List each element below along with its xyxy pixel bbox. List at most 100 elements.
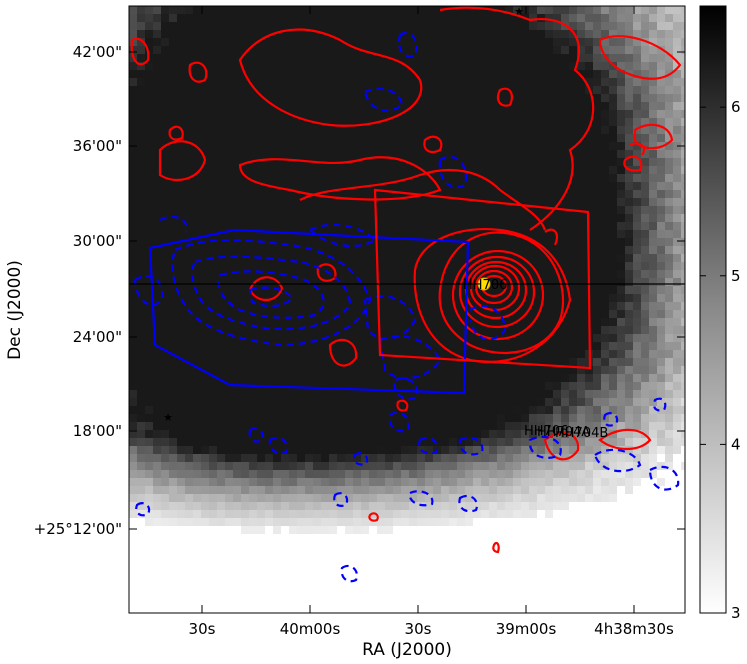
- image-pixel: [449, 182, 457, 190]
- image-pixel: [281, 38, 289, 46]
- image-pixel: [497, 222, 505, 230]
- image-pixel: [153, 294, 161, 302]
- image-pixel: [281, 126, 289, 134]
- image-pixel: [313, 494, 321, 502]
- image-pixel: [289, 14, 297, 22]
- image-pixel: [481, 470, 489, 478]
- image-pixel: [545, 126, 553, 134]
- image-pixel: [409, 262, 417, 270]
- image-pixel: [569, 86, 577, 94]
- image-pixel: [289, 46, 297, 54]
- image-pixel: [433, 366, 441, 374]
- image-pixel: [193, 118, 201, 126]
- image-pixel: [329, 278, 337, 286]
- image-pixel: [553, 102, 561, 110]
- image-pixel: [377, 214, 385, 222]
- image-pixel: [633, 102, 641, 110]
- image-pixel: [553, 62, 561, 70]
- image-pixel: [641, 414, 649, 422]
- image-pixel: [481, 310, 489, 318]
- image-pixel: [545, 22, 553, 30]
- image-pixel: [497, 438, 505, 446]
- image-pixel: [681, 390, 685, 398]
- image-pixel: [185, 398, 193, 406]
- image-pixel: [281, 302, 289, 310]
- image-pixel: [137, 414, 145, 422]
- image-pixel: [609, 70, 617, 78]
- image-pixel: [505, 390, 513, 398]
- image-pixel: [329, 478, 337, 486]
- image-pixel: [425, 286, 433, 294]
- image-pixel: [305, 326, 313, 334]
- image-pixel: [481, 318, 489, 326]
- image-pixel: [225, 78, 233, 86]
- image-pixel: [201, 302, 209, 310]
- image-pixel: [457, 318, 465, 326]
- image-pixel: [425, 78, 433, 86]
- image-pixel: [201, 478, 209, 486]
- image-pixel: [577, 30, 585, 38]
- image-pixel: [377, 502, 385, 510]
- image-pixel: [585, 118, 593, 126]
- image-pixel: [225, 518, 233, 526]
- image-pixel: [313, 22, 321, 30]
- image-pixel: [369, 150, 377, 158]
- image-pixel: [177, 190, 185, 198]
- image-pixel: [337, 182, 345, 190]
- image-pixel: [273, 398, 281, 406]
- image-pixel: [241, 142, 249, 150]
- image-pixel: [393, 54, 401, 62]
- image-pixel: [377, 390, 385, 398]
- image-pixel: [673, 390, 681, 398]
- image-pixel: [345, 126, 353, 134]
- image-pixel: [457, 62, 465, 70]
- image-pixel: [441, 206, 449, 214]
- image-pixel: [313, 414, 321, 422]
- image-pixel: [369, 222, 377, 230]
- image-pixel: [145, 486, 153, 494]
- image-pixel: [281, 454, 289, 462]
- image-pixel: [177, 174, 185, 182]
- image-pixel: [201, 278, 209, 286]
- image-pixel: [505, 422, 513, 430]
- image-pixel: [545, 230, 553, 238]
- image-pixel: [545, 238, 553, 246]
- image-pixel: [329, 342, 337, 350]
- x-axis-title: RA (J2000): [362, 640, 452, 660]
- image-pixel: [561, 438, 569, 446]
- image-pixel: [257, 214, 265, 222]
- image-pixel: [305, 70, 313, 78]
- image-pixel: [433, 222, 441, 230]
- image-pixel: [345, 54, 353, 62]
- image-pixel: [481, 342, 489, 350]
- image-pixel: [145, 78, 153, 86]
- image-pixel: [161, 494, 169, 502]
- image-pixel: [681, 126, 685, 134]
- image-pixel: [353, 494, 361, 502]
- image-pixel: [313, 462, 321, 470]
- image-pixel: [145, 406, 153, 414]
- image-pixel: [625, 390, 633, 398]
- image-pixel: [361, 142, 369, 150]
- image-pixel: [665, 198, 673, 206]
- image-pixel: [241, 406, 249, 414]
- image-pixel: [673, 134, 681, 142]
- image-pixel: [457, 54, 465, 62]
- image-pixel: [329, 390, 337, 398]
- image-pixel: [281, 142, 289, 150]
- image-pixel: [673, 38, 681, 46]
- image-pixel: [361, 318, 369, 326]
- image-pixel: [257, 334, 265, 342]
- image-pixel: [553, 206, 561, 214]
- image-pixel: [633, 246, 641, 254]
- image-pixel: [537, 270, 545, 278]
- image-pixel: [217, 438, 225, 446]
- image-pixel: [377, 494, 385, 502]
- image-pixel: [385, 62, 393, 70]
- image-pixel: [249, 22, 257, 30]
- image-pixel: [665, 190, 673, 198]
- image-pixel: [577, 94, 585, 102]
- image-pixel: [657, 382, 665, 390]
- image-pixel: [321, 14, 329, 22]
- image-pixel: [529, 142, 537, 150]
